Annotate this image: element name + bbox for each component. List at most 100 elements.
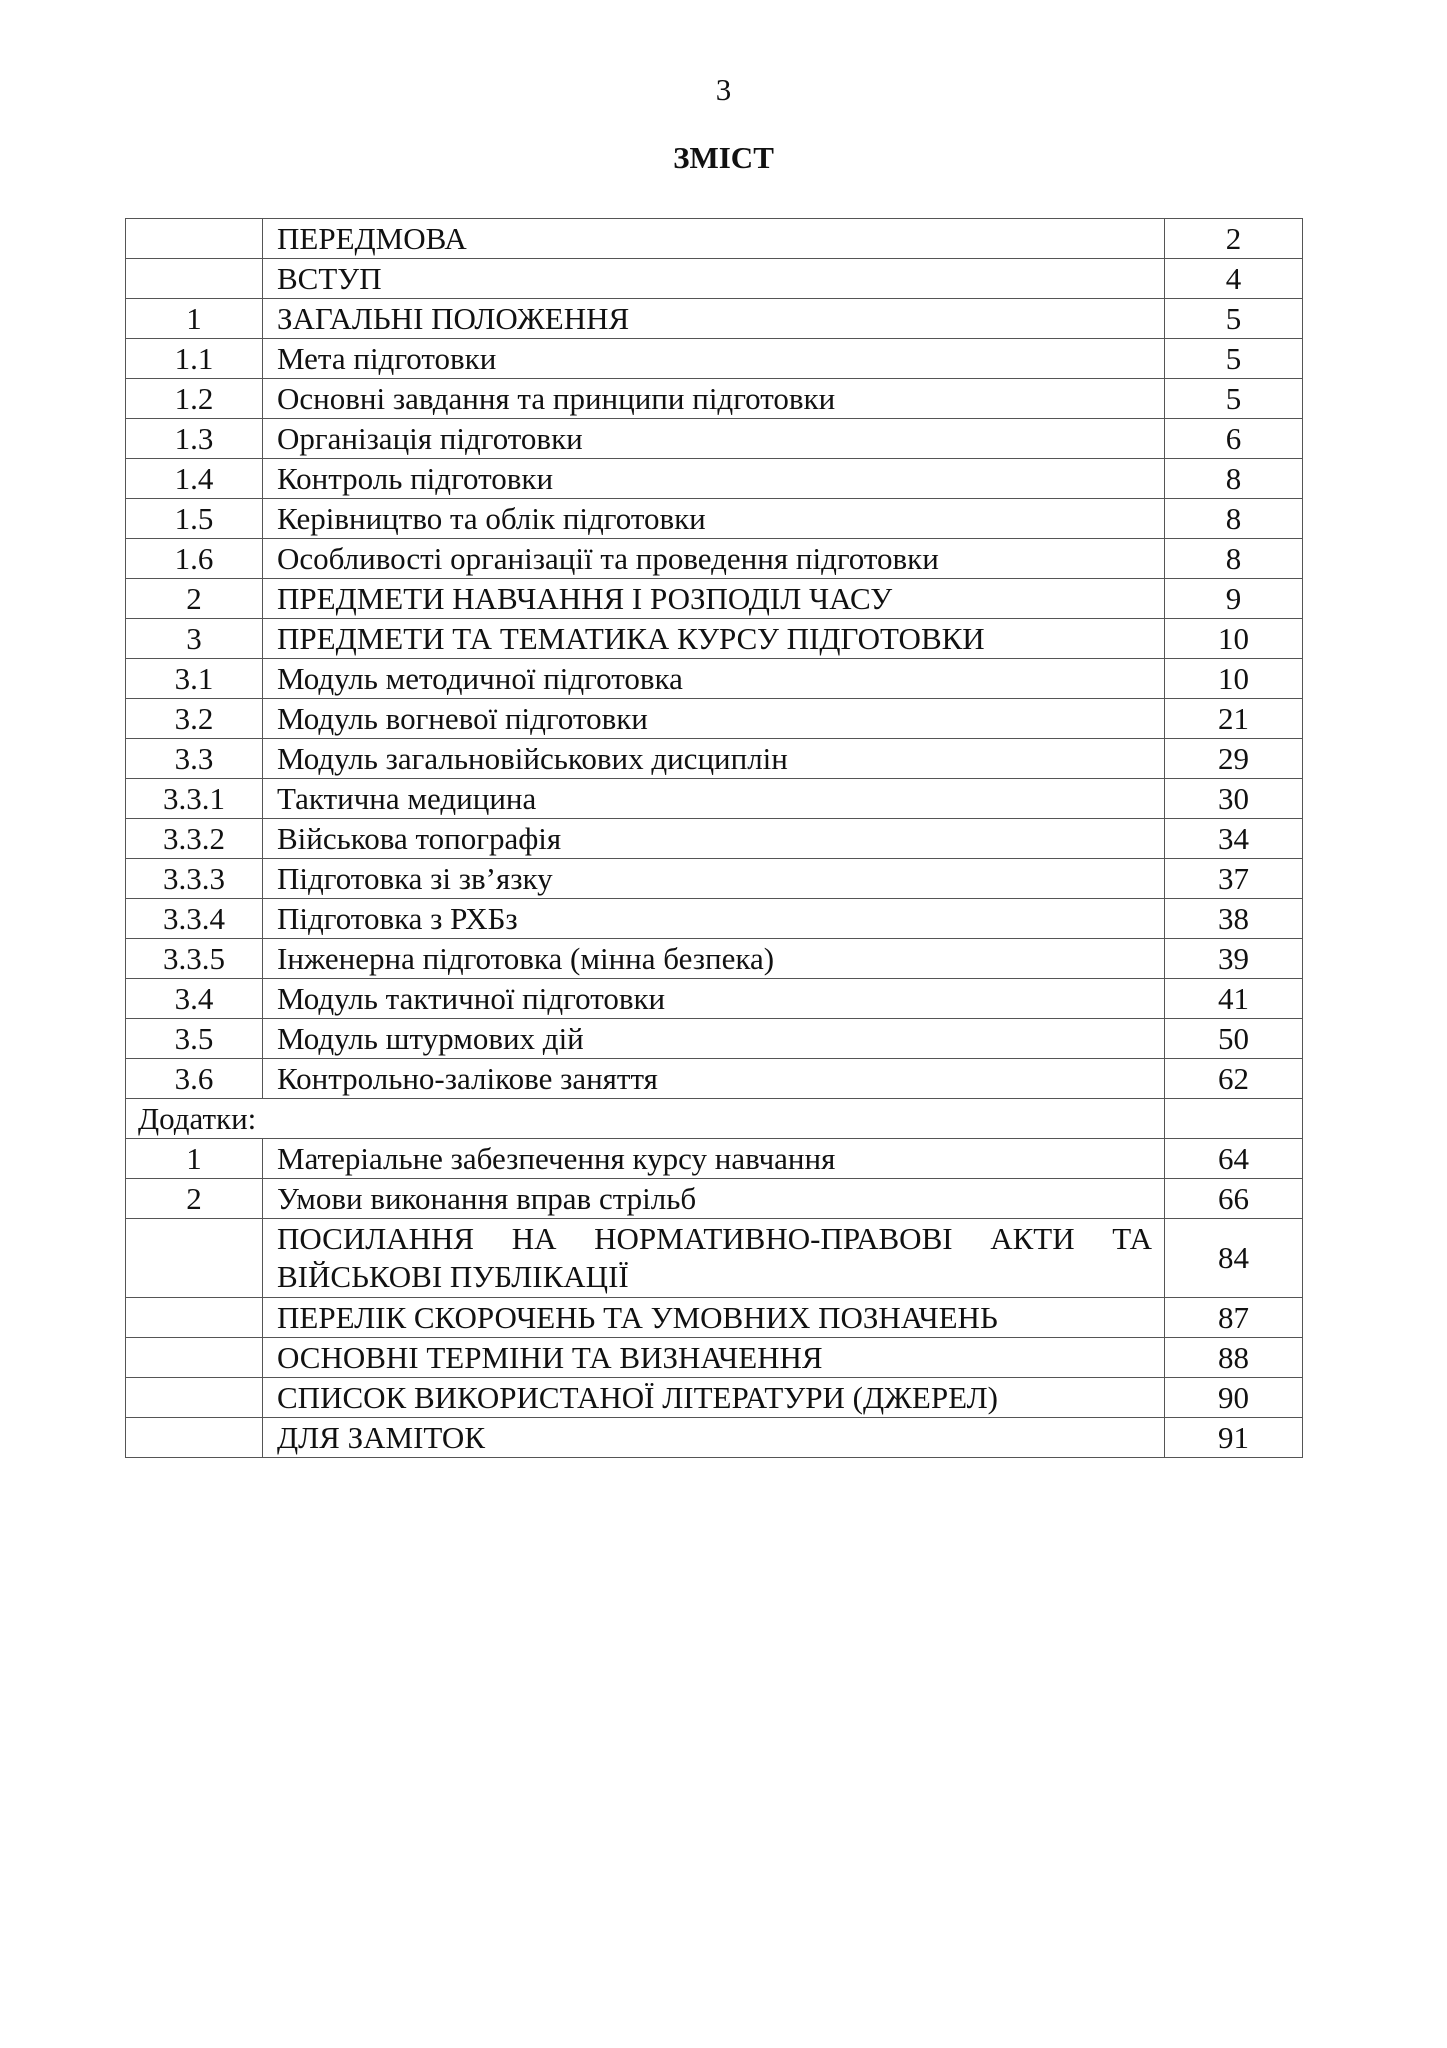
toc-page: 87 bbox=[1164, 1297, 1303, 1338]
toc-number: 2 bbox=[125, 1178, 263, 1219]
toc-title: Модуль вогневої підготовки bbox=[262, 698, 1165, 739]
toc-title: ЗАГАЛЬНІ ПОЛОЖЕННЯ bbox=[262, 298, 1165, 339]
toc-row[interactable]: 1.1 Мета підготовки 5 bbox=[125, 338, 1303, 379]
toc-number: 1.1 bbox=[125, 338, 263, 379]
toc-row[interactable]: 1.3 Організація підготовки 6 bbox=[125, 418, 1303, 459]
toc-row[interactable]: 3 ПРЕДМЕТИ ТА ТЕМАТИКА КУРСУ ПІДГОТОВКИ 10 bbox=[125, 618, 1303, 659]
toc-page: 8 bbox=[1164, 538, 1303, 579]
toc-page: 90 bbox=[1164, 1377, 1303, 1418]
toc-number bbox=[125, 218, 263, 259]
toc-title: ОСНОВНІ ТЕРМІНИ ТА ВИЗНАЧЕННЯ bbox=[262, 1337, 1165, 1378]
toc-row[interactable]: 3.1 Модуль методичної підготовка 10 bbox=[125, 658, 1303, 699]
toc-row[interactable]: 3.3.3 Підготовка зі зв’язку 37 bbox=[125, 858, 1303, 899]
toc-title: Модуль тактичної підготовки bbox=[262, 978, 1165, 1019]
toc-number: 1.3 bbox=[125, 418, 263, 459]
toc-row[interactable]: 3.3.1 Тактична медицина 30 bbox=[125, 778, 1303, 819]
toc-page: 41 bbox=[1164, 978, 1303, 1019]
toc-page: 8 bbox=[1164, 498, 1303, 539]
toc-title: ПРЕДМЕТИ ТА ТЕМАТИКА КУРСУ ПІДГОТОВКИ bbox=[262, 618, 1165, 659]
toc-title: ПЕРЕДМОВА bbox=[262, 218, 1165, 259]
toc-row[interactable]: ДЛЯ ЗАМІТОК 91 bbox=[125, 1417, 1303, 1458]
toc-number bbox=[125, 258, 263, 299]
toc-number: 1.6 bbox=[125, 538, 263, 579]
toc-number: 3.6 bbox=[125, 1058, 263, 1099]
toc-title: ВСТУП bbox=[262, 258, 1165, 299]
toc-title: СПИСОК ВИКОРИСТАНОЇ ЛІТЕРАТУРИ (ДЖЕРЕЛ) bbox=[262, 1377, 1165, 1418]
toc-title: Особливості організації та проведення пі… bbox=[262, 538, 1165, 579]
toc-title: Мета підготовки bbox=[262, 338, 1165, 379]
toc-number: 3.5 bbox=[125, 1018, 263, 1059]
toc-title: Умови виконання вправ стрільб bbox=[262, 1178, 1165, 1219]
toc-row[interactable]: 1.2 Основні завдання та принципи підготов… bbox=[125, 378, 1303, 419]
toc-number: 3.3.3 bbox=[125, 858, 263, 899]
toc-row[interactable]: 3.3.4 Підготовка з РХБз 38 bbox=[125, 898, 1303, 939]
toc-number: 3.3.5 bbox=[125, 938, 263, 979]
toc-page: 64 bbox=[1164, 1138, 1303, 1179]
toc-number: 3 bbox=[125, 618, 263, 659]
toc-number: 3.1 bbox=[125, 658, 263, 699]
toc-number bbox=[125, 1337, 263, 1378]
toc-row[interactable]: 3.4 Модуль тактичної підготовки 41 bbox=[125, 978, 1303, 1019]
table-of-contents: ПЕРЕДМОВА 2 ВСТУП 4 1 ЗАГАЛЬНІ ПОЛОЖЕННЯ 5 1.1 М… bbox=[125, 218, 1303, 1458]
toc-row[interactable]: 1.4 Контроль підготовки 8 bbox=[125, 458, 1303, 499]
toc-row[interactable]: 1 ЗАГАЛЬНІ ПОЛОЖЕННЯ 5 bbox=[125, 298, 1303, 339]
toc-row[interactable]: ОСНОВНІ ТЕРМІНИ ТА ВИЗНАЧЕННЯ 88 bbox=[125, 1337, 1303, 1378]
toc-title: ПОСИЛАННЯ НА НОРМАТИВНО-ПРАВОВІ АКТИ ТА … bbox=[262, 1218, 1165, 1298]
toc-row[interactable]: 2 Умови виконання вправ стрільб 66 bbox=[125, 1178, 1303, 1219]
toc-page: 5 bbox=[1164, 338, 1303, 379]
toc-title: Організація підготовки bbox=[262, 418, 1165, 459]
toc-title: Контроль підготовки bbox=[262, 458, 1165, 499]
toc-row[interactable]: 3.3.2 Військова топографія 34 bbox=[125, 818, 1303, 859]
toc-number: 3.3.2 bbox=[125, 818, 263, 859]
toc-row[interactable]: 1.5 Керівництво та облік підготовки 8 bbox=[125, 498, 1303, 539]
toc-row[interactable]: Додатки: bbox=[125, 1098, 1303, 1139]
toc-page: 8 bbox=[1164, 458, 1303, 499]
toc-row[interactable]: 3.3.5 Інженерна підготовка (мінна безпека… bbox=[125, 938, 1303, 979]
toc-title: Тактична медицина bbox=[262, 778, 1165, 819]
toc-row[interactable]: 3.3 Модуль загальновійськових дисциплін 29 bbox=[125, 738, 1303, 779]
toc-row[interactable]: ПОСИЛАННЯ НА НОРМАТИВНО-ПРАВОВІ АКТИ ТА … bbox=[125, 1218, 1303, 1298]
toc-page: 50 bbox=[1164, 1018, 1303, 1059]
toc-row[interactable]: 2 ПРЕДМЕТИ НАВЧАННЯ І РОЗПОДІЛ ЧАСУ 9 bbox=[125, 578, 1303, 619]
toc-row[interactable]: 1 Матеріальне забезпечення курсу навчання… bbox=[125, 1138, 1303, 1179]
toc-page: 29 bbox=[1164, 738, 1303, 779]
toc-title: Підготовка зі зв’язку bbox=[262, 858, 1165, 899]
toc-number: 3.3.1 bbox=[125, 778, 263, 819]
toc-page: 10 bbox=[1164, 618, 1303, 659]
toc-row[interactable]: СПИСОК ВИКОРИСТАНОЇ ЛІТЕРАТУРИ (ДЖЕРЕЛ) 9… bbox=[125, 1377, 1303, 1418]
toc-section-label: Додатки: bbox=[125, 1098, 1165, 1139]
toc-number: 1.4 bbox=[125, 458, 263, 499]
toc-page: 9 bbox=[1164, 578, 1303, 619]
toc-page: 5 bbox=[1164, 298, 1303, 339]
toc-number: 3.4 bbox=[125, 978, 263, 1019]
toc-row[interactable]: 1.6 Особливості організації та проведення… bbox=[125, 538, 1303, 579]
toc-page: 6 bbox=[1164, 418, 1303, 459]
toc-number bbox=[125, 1218, 263, 1298]
toc-number: 2 bbox=[125, 578, 263, 619]
toc-number: 1.5 bbox=[125, 498, 263, 539]
toc-page: 39 bbox=[1164, 938, 1303, 979]
toc-title: Модуль штурмових дій bbox=[262, 1018, 1165, 1059]
toc-page: 5 bbox=[1164, 378, 1303, 419]
toc-row[interactable]: 3.5 Модуль штурмових дій 50 bbox=[125, 1018, 1303, 1059]
toc-row[interactable]: ВСТУП 4 bbox=[125, 258, 1303, 299]
toc-row[interactable]: ПЕРЕДМОВА 2 bbox=[125, 218, 1303, 259]
toc-row[interactable]: 3.2 Модуль вогневої підготовки 21 bbox=[125, 698, 1303, 739]
toc-number bbox=[125, 1297, 263, 1338]
page-number: 3 bbox=[715, 72, 732, 107]
toc-page: 21 bbox=[1164, 698, 1303, 739]
toc-number: 3.3 bbox=[125, 738, 263, 779]
toc-number: 1.2 bbox=[125, 378, 263, 419]
toc-number: 1 bbox=[125, 1138, 263, 1179]
toc-page: 84 bbox=[1164, 1218, 1303, 1298]
toc-row[interactable]: ПЕРЕЛІК СКОРОЧЕНЬ ТА УМОВНИХ ПОЗНАЧЕНЬ 87 bbox=[125, 1297, 1303, 1338]
toc-page: 88 bbox=[1164, 1337, 1303, 1378]
toc-page-cell bbox=[1164, 1098, 1303, 1139]
toc-title: Керівництво та облік підготовки bbox=[262, 498, 1165, 539]
toc-page: 2 bbox=[1164, 218, 1303, 259]
toc-title: Основні завдання та принципи підготовки bbox=[262, 378, 1165, 419]
toc-number: 3.3.4 bbox=[125, 898, 263, 939]
toc-row[interactable]: 3.6 Контрольно-залікове заняття 62 bbox=[125, 1058, 1303, 1099]
toc-page: 30 bbox=[1164, 778, 1303, 819]
toc-title: Матеріальне забезпечення курсу навчання bbox=[262, 1138, 1165, 1179]
